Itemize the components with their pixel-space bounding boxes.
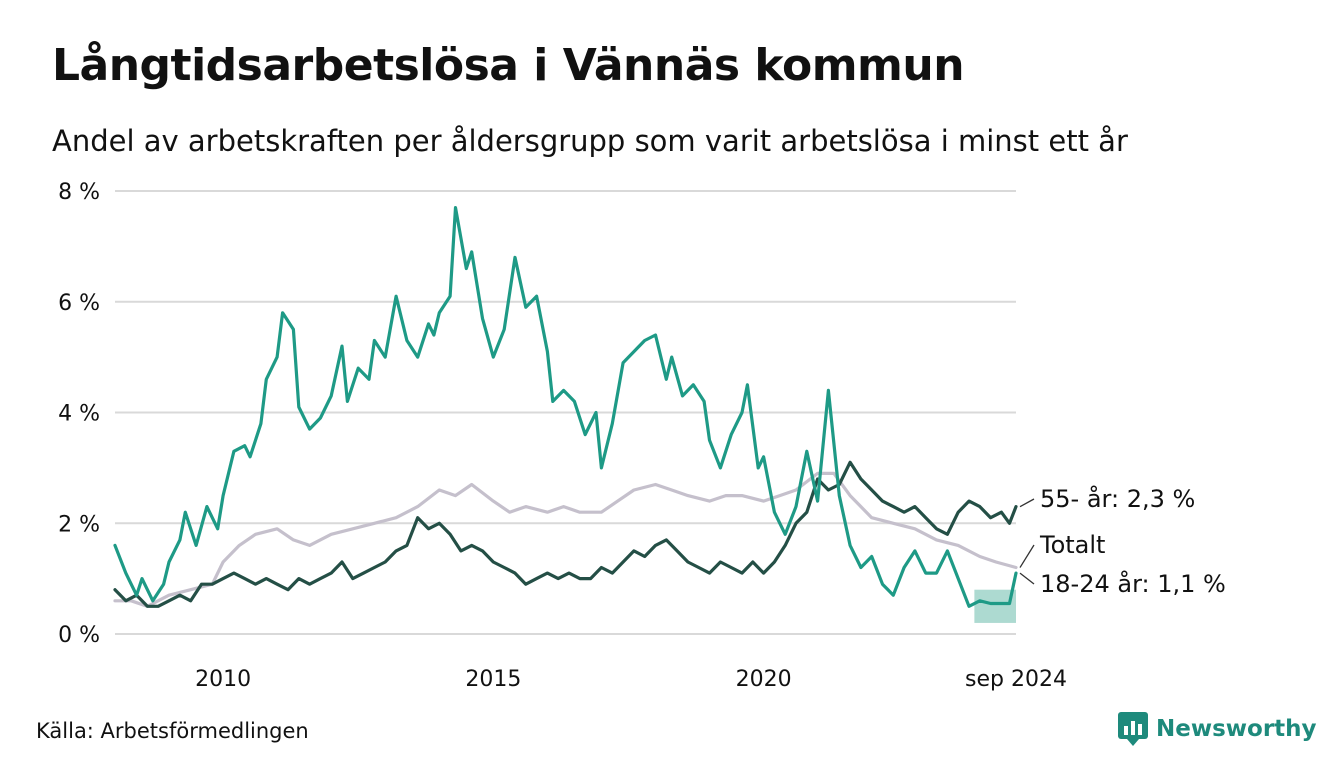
source-note: Källa: Arbetsförmedlingen — [36, 719, 309, 743]
plot-area — [113, 206, 1018, 623]
series-line-1 — [113, 460, 1018, 608]
x-axis-ticks: 2010 2015 2020 sep 2024 — [195, 667, 1067, 692]
y-tick-label: 4 % — [58, 402, 100, 427]
series-end-label: Totalt — [1039, 531, 1105, 559]
brand-name: Newsworthy — [1156, 716, 1317, 742]
x-tick-label: sep 2024 — [965, 667, 1067, 692]
y-tick-label: 8 % — [58, 180, 100, 205]
newsworthy-logo-icon — [1118, 712, 1148, 746]
x-tick-label: 2015 — [465, 667, 521, 692]
label-leader — [1019, 544, 1035, 568]
series-end-label: 55- år: 2,3 % — [1040, 484, 1195, 513]
label-leader — [1019, 572, 1035, 585]
y-tick-label: 2 % — [58, 512, 100, 537]
series-line-0 — [113, 206, 1018, 608]
y-axis-ticks: 0 % 2 % 4 % 6 % 8 % — [58, 180, 100, 648]
series-line-2 — [113, 471, 1018, 608]
y-tick-label: 6 % — [58, 291, 100, 316]
end-labels: 18-24 år: 1,1 % 55- år: 2,3 % Totalt — [1019, 484, 1226, 598]
x-tick-label: 2010 — [195, 667, 251, 692]
label-leader — [1019, 498, 1035, 508]
x-tick-label: 2020 — [736, 667, 792, 692]
brand-logo: Newsworthy — [1118, 712, 1317, 746]
uncertainty-band — [974, 589, 1016, 623]
chart-title: Långtidsarbetslösa i Vännäs kommun — [52, 40, 965, 91]
series-end-label: 18-24 år: 1,1 % — [1040, 569, 1226, 598]
y-tick-label: 0 % — [58, 623, 100, 648]
grid-lines — [115, 190, 1016, 635]
chart-subtitle: Andel av arbetskraften per åldersgrupp s… — [52, 124, 1128, 158]
